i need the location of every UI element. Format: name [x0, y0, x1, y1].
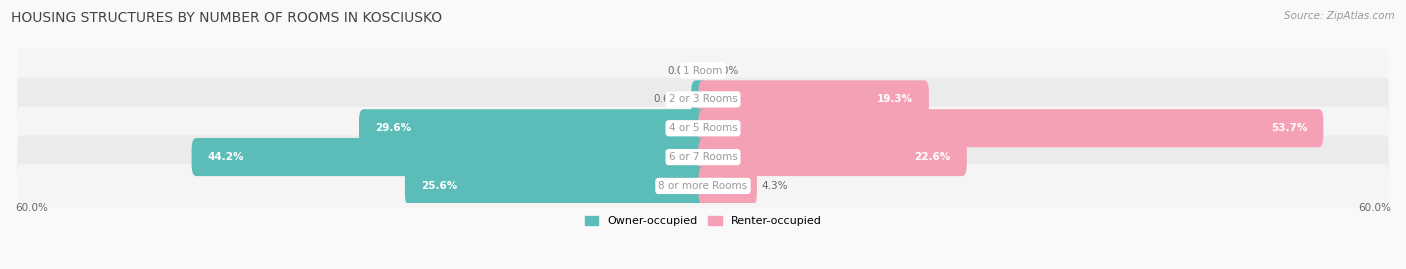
Text: 4.3%: 4.3%	[762, 181, 787, 191]
Text: 25.6%: 25.6%	[420, 181, 457, 191]
Text: 29.6%: 29.6%	[375, 123, 411, 133]
Text: 60.0%: 60.0%	[15, 203, 48, 213]
Text: 0.0%: 0.0%	[713, 66, 738, 76]
FancyBboxPatch shape	[692, 80, 707, 118]
Text: HOUSING STRUCTURES BY NUMBER OF ROOMS IN KOSCIUSKO: HOUSING STRUCTURES BY NUMBER OF ROOMS IN…	[11, 11, 443, 25]
Text: 19.3%: 19.3%	[877, 94, 912, 104]
FancyBboxPatch shape	[699, 109, 1323, 147]
FancyBboxPatch shape	[17, 78, 1389, 121]
FancyBboxPatch shape	[699, 167, 756, 205]
Text: 53.7%: 53.7%	[1271, 123, 1308, 133]
FancyBboxPatch shape	[405, 167, 707, 205]
FancyBboxPatch shape	[699, 138, 967, 176]
Text: 0.0%: 0.0%	[668, 66, 693, 76]
Text: 4 or 5 Rooms: 4 or 5 Rooms	[669, 123, 737, 133]
Text: 0.63%: 0.63%	[654, 94, 686, 104]
FancyBboxPatch shape	[17, 107, 1389, 150]
Text: 2 or 3 Rooms: 2 or 3 Rooms	[669, 94, 737, 104]
FancyBboxPatch shape	[359, 109, 707, 147]
Text: 44.2%: 44.2%	[208, 152, 245, 162]
Text: Source: ZipAtlas.com: Source: ZipAtlas.com	[1284, 11, 1395, 21]
Text: 1 Room: 1 Room	[683, 66, 723, 76]
Text: 60.0%: 60.0%	[1358, 203, 1391, 213]
FancyBboxPatch shape	[17, 164, 1389, 208]
Text: 6 or 7 Rooms: 6 or 7 Rooms	[669, 152, 737, 162]
FancyBboxPatch shape	[699, 80, 929, 118]
FancyBboxPatch shape	[17, 136, 1389, 179]
FancyBboxPatch shape	[17, 49, 1389, 92]
Text: 22.6%: 22.6%	[914, 152, 950, 162]
Legend: Owner-occupied, Renter-occupied: Owner-occupied, Renter-occupied	[581, 211, 825, 231]
Text: 8 or more Rooms: 8 or more Rooms	[658, 181, 748, 191]
FancyBboxPatch shape	[191, 138, 707, 176]
